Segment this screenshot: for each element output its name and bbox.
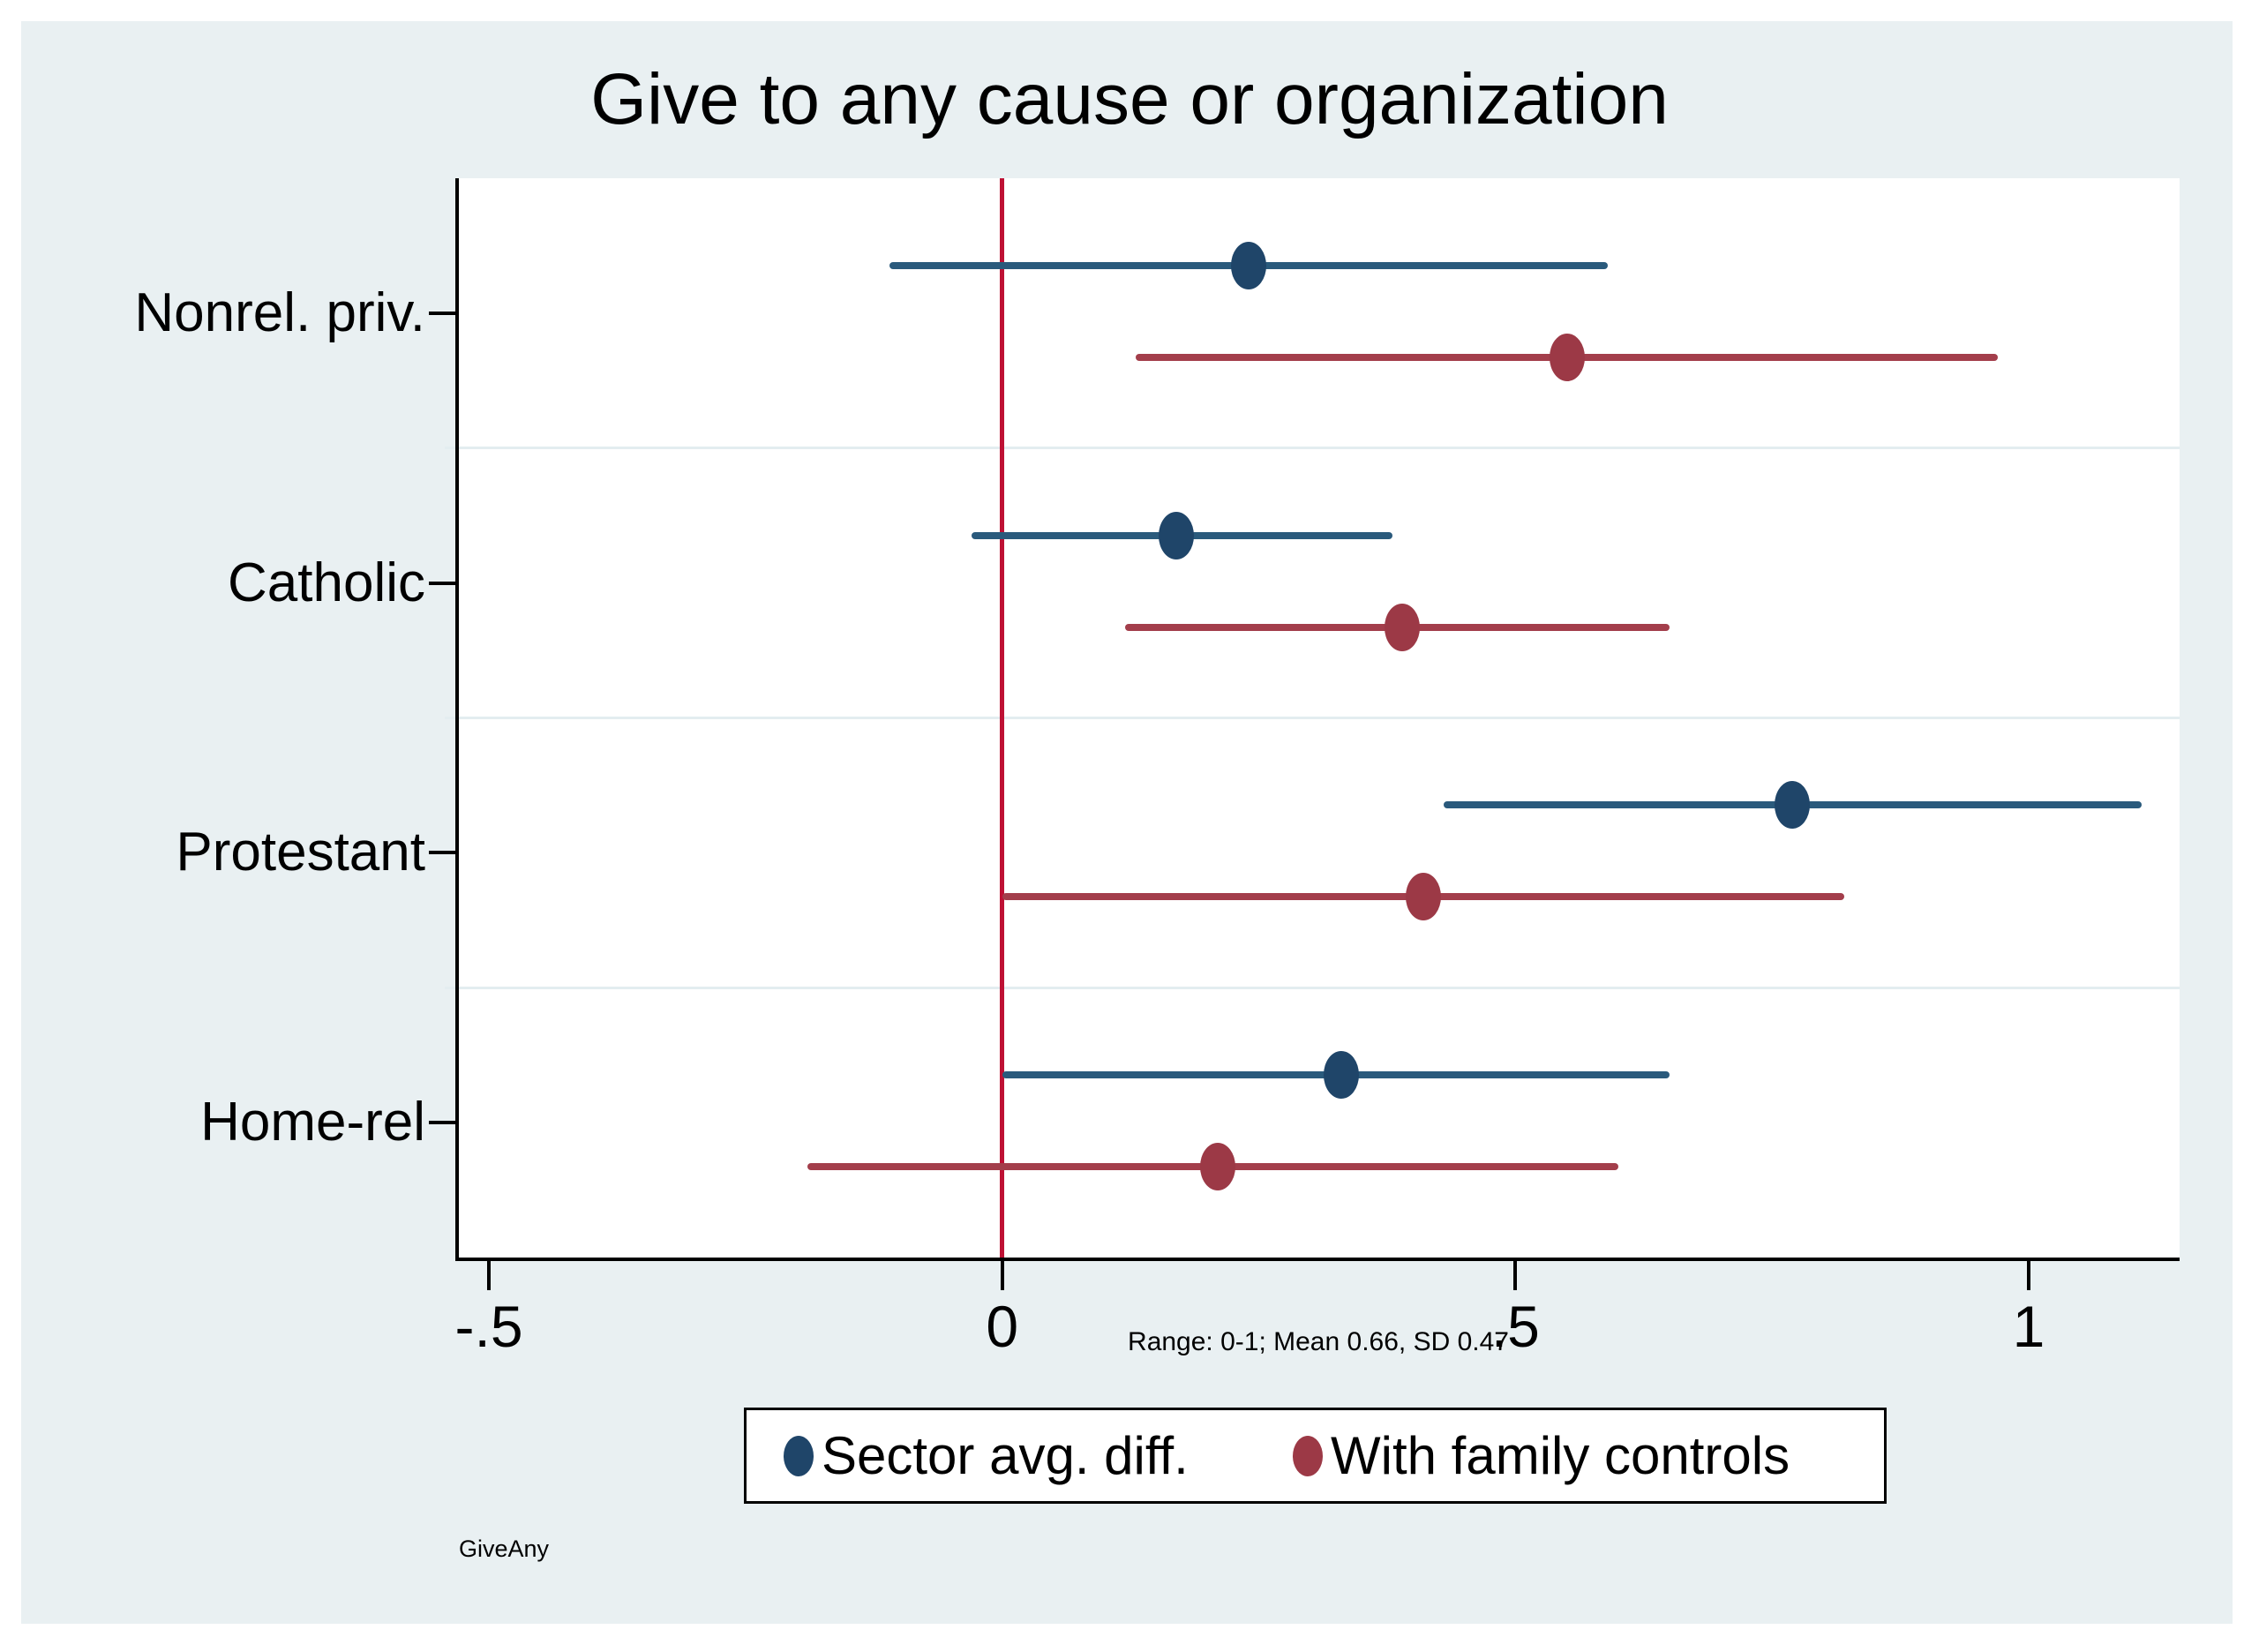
zero-reference-line — [1000, 178, 1005, 1261]
x-axis-line — [455, 1258, 2180, 1261]
x-axis-tick-label: 0 — [986, 1294, 1019, 1359]
y-axis-tick — [429, 1121, 457, 1125]
y-axis-tick — [429, 851, 457, 855]
variable-watermark: GiveAny — [459, 1536, 550, 1562]
legend-marker-icon — [1293, 1436, 1323, 1476]
point-estimate-marker — [1385, 603, 1421, 651]
category-label: Protestant — [176, 822, 425, 883]
category-label: Home-rel — [200, 1092, 425, 1153]
legend-entry-label: Sector avg. diff. — [822, 1426, 1189, 1485]
category-boundary-gridline — [445, 717, 2180, 719]
axis-note: Range: 0-1; Mean 0.66, SD 0.47 — [1128, 1327, 1509, 1356]
x-axis-tick — [1513, 1261, 1518, 1290]
category-boundary-gridline — [445, 447, 2180, 450]
point-estimate-marker — [1323, 1051, 1359, 1100]
legend-marker-icon — [784, 1436, 814, 1476]
x-axis-tick — [1000, 1261, 1004, 1290]
legend-box: Sector avg. diff. With family controls — [744, 1408, 1887, 1504]
x-axis-tick-label: .5 — [1490, 1294, 1540, 1359]
y-axis-tick — [429, 311, 457, 315]
category-boundary-gridline — [445, 986, 2180, 989]
point-estimate-marker — [1775, 781, 1811, 830]
point-estimate-marker — [1199, 1143, 1235, 1191]
point-estimate-marker — [1405, 873, 1441, 921]
legend-entry-label: With family controls — [1331, 1426, 1790, 1485]
x-axis-tick — [2026, 1261, 2030, 1290]
x-axis-tick — [487, 1261, 492, 1290]
y-axis-line — [455, 178, 459, 1261]
category-label: Nonrel. priv. — [134, 282, 425, 343]
x-axis-tick-label: 1 — [2012, 1294, 2045, 1359]
category-label: Catholic — [228, 552, 425, 613]
x-axis-tick-label: -.5 — [454, 1294, 523, 1359]
chart-title: Give to any cause or organization — [590, 59, 1669, 139]
point-estimate-marker — [1230, 241, 1266, 289]
y-axis-tick — [429, 581, 457, 585]
point-estimate-marker — [1549, 333, 1585, 381]
point-estimate-marker — [1159, 511, 1195, 559]
